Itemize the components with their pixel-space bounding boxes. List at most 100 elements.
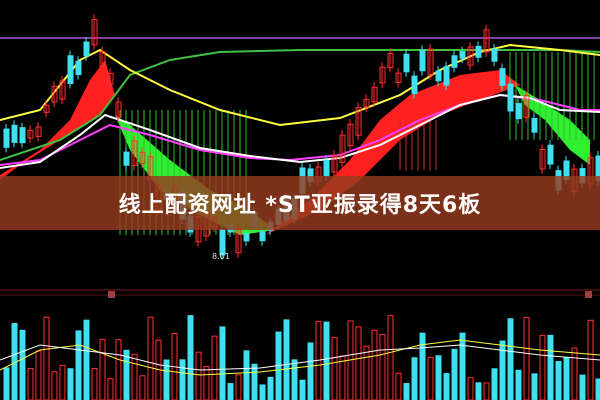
volume-bar [75, 330, 82, 400]
volume-bar [179, 359, 186, 400]
candle [443, 66, 450, 86]
marker-icon [585, 291, 592, 298]
candle [411, 75, 418, 94]
volume-bar [499, 340, 506, 400]
candle [91, 18, 98, 46]
ma-mid-line [0, 43, 600, 127]
candle [67, 55, 74, 84]
volume-bar [427, 356, 434, 400]
volume-bar [107, 378, 114, 400]
volume-bar [555, 361, 562, 400]
candle [243, 233, 250, 242]
candle [371, 86, 378, 103]
volume-bar [579, 374, 586, 400]
volume-bar [123, 349, 130, 400]
volume-bar [395, 372, 402, 400]
candle [323, 160, 330, 177]
volume-bar [339, 355, 346, 400]
candle [259, 231, 266, 242]
volume-bar [219, 326, 226, 400]
volume-bar [195, 351, 202, 400]
ma-short-line [0, 93, 600, 169]
candle [139, 151, 146, 165]
volume-bar [475, 382, 482, 400]
volume-bar [403, 382, 410, 400]
volume-bar [283, 319, 290, 400]
volume-bar [523, 316, 530, 400]
candle [131, 140, 138, 166]
volume-bar [355, 326, 362, 400]
volume-bar [59, 364, 66, 400]
candle [547, 144, 554, 165]
candle [507, 83, 514, 112]
volume-bar [251, 363, 258, 400]
candle [459, 51, 466, 59]
candle [419, 49, 426, 72]
candle [99, 51, 106, 68]
candle [475, 45, 482, 58]
candle [491, 48, 498, 62]
volume-bar [203, 365, 210, 400]
candle [11, 124, 18, 143]
volume-bar [435, 355, 442, 400]
volume-bar [291, 359, 298, 400]
candle [51, 85, 58, 103]
volume-bar [515, 369, 522, 400]
candle [539, 148, 546, 170]
volume-bar [411, 357, 418, 400]
ma-long-line [0, 49, 600, 161]
candle [403, 53, 410, 73]
volume-bar [267, 376, 274, 400]
volume-bar [147, 316, 154, 400]
volume-bar [27, 368, 34, 400]
volume-bar [3, 367, 10, 400]
headline: 线上配资网址 *ST亚振录得8天6板 [118, 193, 482, 218]
volume-bar [459, 332, 466, 400]
candle [515, 103, 522, 120]
volume-bar [115, 339, 122, 400]
volume-bar [331, 337, 338, 400]
volume-ma-line [0, 339, 600, 376]
volume-bar [467, 377, 474, 400]
marker-icon [108, 291, 115, 298]
volume-bar [67, 368, 74, 400]
candle [467, 46, 474, 66]
candle [43, 104, 50, 113]
volume-bar [211, 335, 218, 400]
volume-bar [595, 378, 600, 400]
candle [339, 134, 346, 163]
volume-bar [307, 342, 314, 400]
headline-banner: 线上配资网址 *ST亚振录得8天6板 [0, 176, 600, 230]
volume-bar [451, 348, 458, 400]
volume-bar [227, 383, 234, 400]
volume-bar [571, 347, 578, 400]
candle [427, 48, 434, 76]
volume-bar [443, 373, 450, 400]
volume-bar [323, 321, 330, 400]
volume-bar [539, 334, 546, 400]
volume-bar [563, 357, 570, 400]
candle [363, 98, 370, 108]
volume-bar [547, 334, 554, 400]
candle [355, 106, 362, 136]
candle [379, 66, 386, 84]
volume-bar [387, 315, 394, 400]
volume-bar [299, 379, 306, 400]
volume-bars [3, 315, 600, 400]
volume-bar [363, 345, 370, 400]
volume-bar [587, 319, 594, 400]
ribbon-red-left [0, 60, 115, 180]
candle [35, 126, 42, 137]
candle [499, 68, 506, 86]
volume-bar [507, 318, 514, 400]
volume-bar [131, 353, 138, 400]
candle [19, 127, 26, 144]
volume-ma-line-2 [0, 344, 600, 371]
candle [3, 128, 10, 148]
grid-lines [0, 37, 600, 296]
candle [395, 72, 402, 83]
candle [483, 29, 490, 53]
candle [123, 151, 130, 166]
candle [451, 55, 458, 68]
